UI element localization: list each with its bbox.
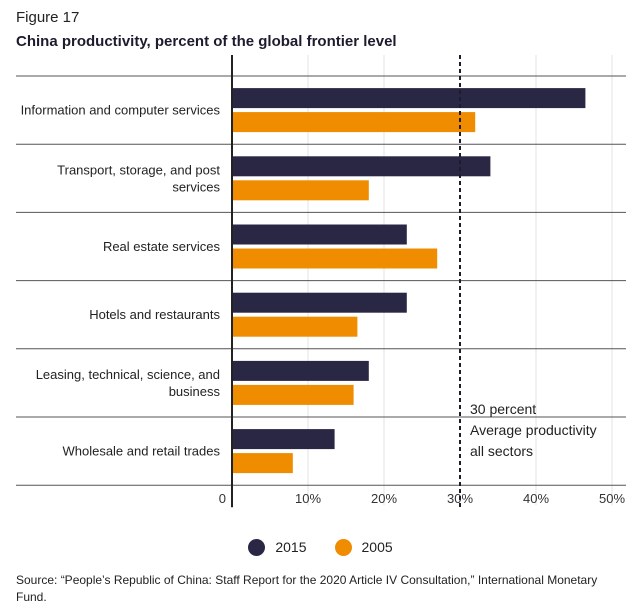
category-label-4-line-0: Leasing, technical, science, and: [36, 367, 220, 382]
category-label-1-line-1: services: [172, 179, 220, 194]
source-note: Source: “People’s Republic of China: Sta…: [16, 573, 598, 604]
category-label-2: Real estate services: [103, 239, 221, 254]
x-tick-labels: 010%20%30%40%50%: [219, 491, 626, 506]
reference-note-line-2: all sectors: [470, 443, 533, 459]
bar-2005-5: [232, 453, 293, 474]
category-label-0: Information and computer services: [21, 103, 221, 118]
bar-2005-4: [232, 384, 354, 405]
figure-label: Figure 17: [16, 9, 80, 26]
category-labels: Information and computer services Transpo…: [21, 103, 221, 459]
bar-2005-0: [232, 112, 476, 133]
bar-2015-1: [232, 156, 491, 177]
x-tick-label-1: 10%: [295, 491, 321, 506]
x-tick-label-4: 40%: [523, 491, 549, 506]
bars-layer: [232, 88, 586, 474]
bar-chart: Information and computer services Transpo…: [16, 55, 626, 508]
x-tick-label-0: 0: [219, 491, 226, 506]
category-label-1-line-0: Transport, storage, and post: [57, 162, 220, 177]
x-tick-label-5: 50%: [599, 491, 625, 506]
category-label-5: Wholesale and retail trades: [62, 444, 220, 459]
row-separators: [16, 75, 626, 486]
category-label-4-line-1: business: [169, 384, 221, 399]
legend-entry-2005: 2005: [334, 538, 393, 556]
chart-title: China productivity, percent of the globa…: [16, 33, 397, 50]
legend-entry-2015: 2015: [248, 538, 307, 556]
legend: 2015 2005: [0, 536, 641, 558]
legend-swatch-2015: [248, 538, 266, 556]
bar-2015-5: [232, 429, 335, 450]
legend-label-2005: 2005: [361, 539, 393, 555]
bar-2005-2: [232, 248, 438, 269]
bar-2015-0: [232, 88, 586, 109]
legend-swatch-2005: [334, 538, 352, 556]
bar-2005-3: [232, 316, 358, 337]
reference-note-line-0: 30 percent: [470, 401, 536, 417]
bar-2005-1: [232, 180, 369, 201]
bar-2015-3: [232, 292, 407, 313]
bar-2015-4: [232, 360, 369, 381]
x-tick-label-2: 20%: [371, 491, 397, 506]
legend-label-2015: 2015: [275, 539, 307, 555]
reference-line-group: 30 percent Average productivity all sector…: [459, 55, 597, 508]
bar-2015-2: [232, 224, 407, 245]
reference-note-line-1: Average productivity: [470, 422, 597, 438]
category-label-3: Hotels and restaurants: [89, 307, 220, 322]
